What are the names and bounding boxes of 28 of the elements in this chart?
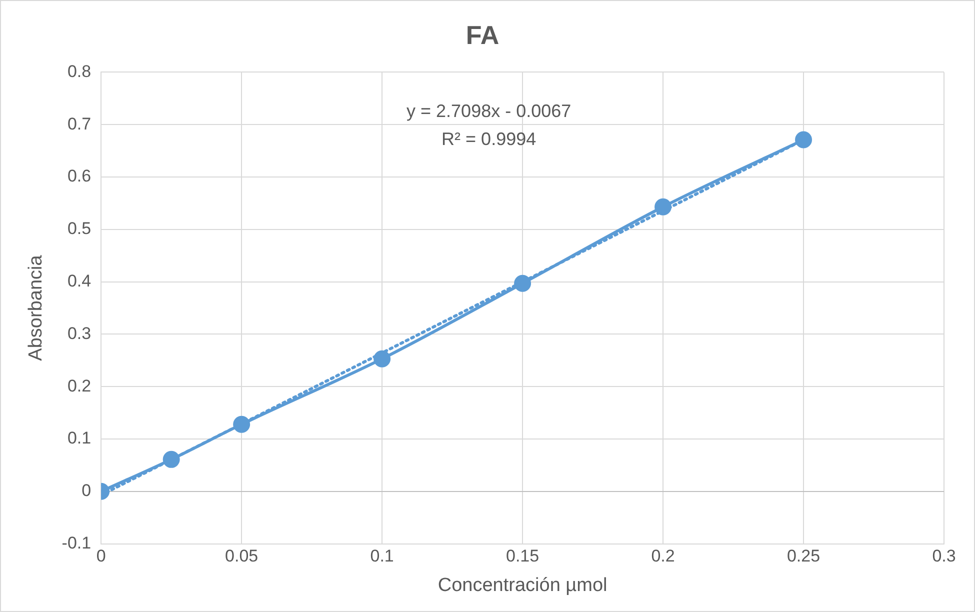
y-tick-label: 0.7 [67,114,92,134]
chart-title: FA [466,20,500,50]
point [795,131,812,148]
point [374,350,391,368]
x-tick-label: 0 [96,546,106,566]
y-tick-label: 0 [82,481,92,500]
x-axis-title: Concentración µmol [438,574,608,596]
x-tick-label: 0.1 [370,546,394,566]
y-tick-label: 0.2 [67,376,92,396]
y-axis-title: Absorbancia [26,254,47,361]
x-tick-label: 0.15 [506,546,540,566]
x-tick-label: 0.05 [225,546,258,566]
x-tick-label: 0.25 [786,546,820,566]
point [162,450,180,468]
point [654,198,672,216]
y-tick-label: 0.3 [67,324,92,343]
y-tick-label: -0.1 [62,533,92,552]
annotation: y = 2.7098x - 0.0067 [406,101,572,122]
x-tick-label: 0.2 [651,546,675,566]
annotation: R² = 0.9994 [442,129,536,150]
x-tick-label: 0.3 [932,546,956,566]
y-tick-label: 0.4 [67,271,92,290]
point [233,416,250,433]
y-tick-label: 0.1 [67,428,92,448]
y-tick-label: 0.5 [67,219,92,238]
point [514,274,532,292]
y-tick-label: 0.8 [67,62,92,81]
y-tick-label: 0.6 [67,166,92,186]
